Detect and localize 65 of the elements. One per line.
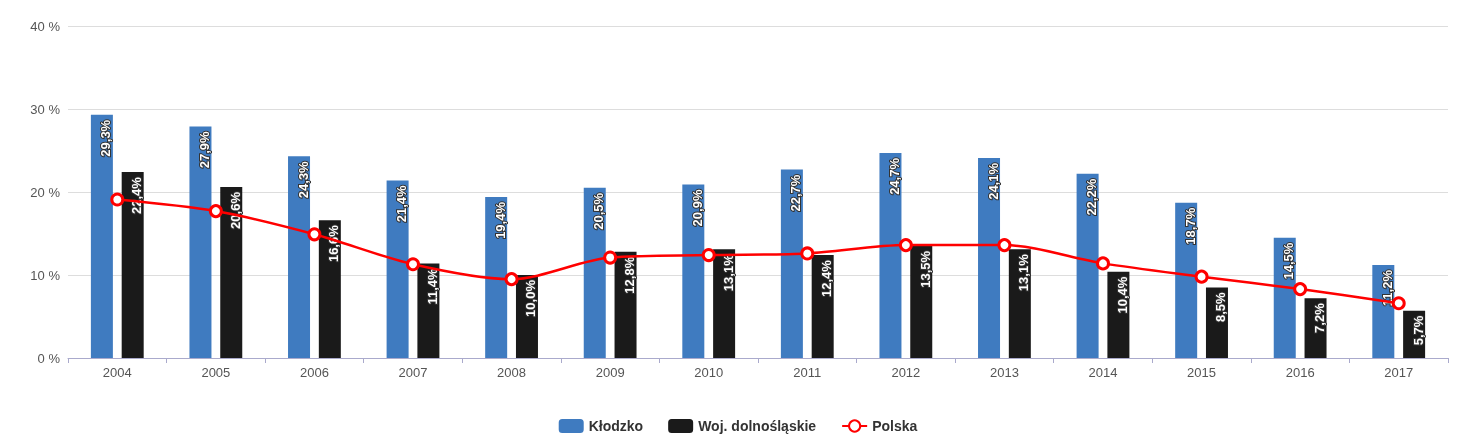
bar [189, 126, 212, 358]
point [997, 238, 1012, 253]
data-label: 27,9% [196, 131, 212, 169]
bar [121, 172, 144, 358]
data-label: 20,5% [591, 192, 607, 230]
x-tick-label: 2008 [497, 365, 527, 380]
data-label: 14,5% [1281, 242, 1297, 280]
bar [879, 152, 902, 358]
data-label: 19,4% [492, 201, 508, 239]
data-label: 11,4% [424, 267, 440, 305]
point [504, 272, 519, 287]
y-tick-label: 40 % [30, 18, 61, 34]
data-label: 22,2% [1084, 178, 1100, 216]
data-label: 24,1% [985, 162, 1001, 200]
bar [978, 157, 1001, 358]
data-label: 21,4% [394, 184, 410, 223]
x-tick-label: 2005 [201, 365, 231, 380]
data-label: 20,9% [689, 189, 705, 227]
data-label: 12,4% [819, 259, 835, 297]
data-label: 8,5% [1213, 292, 1229, 323]
legend-label: Polska [872, 418, 918, 434]
x-tick-label: 2009 [595, 365, 625, 380]
point [898, 238, 913, 253]
data-label: 5,7% [1410, 315, 1426, 346]
point [307, 227, 322, 242]
y-tick-label: 20 % [30, 184, 61, 200]
point [1194, 269, 1209, 284]
point [1096, 256, 1110, 271]
legend-label: Woj. dolnośląskie [698, 418, 817, 434]
point [208, 204, 223, 219]
x-tick-label: 2012 [891, 365, 921, 380]
x-tick-label: 2013 [989, 365, 1019, 380]
data-label: 20,6% [227, 191, 243, 229]
point [1293, 282, 1308, 297]
x-tick-label: 2015 [1187, 365, 1217, 380]
data-label: 18,7% [1182, 207, 1198, 245]
data-label: 29,3% [98, 119, 114, 157]
legend-label: Kłodzko [588, 418, 644, 434]
x-tick-label: 2010 [694, 365, 724, 380]
point [701, 248, 716, 263]
data-label: 24,3% [295, 160, 311, 199]
point [110, 192, 125, 207]
x-tick-label: 2016 [1285, 365, 1315, 380]
x-tick-label: 2007 [398, 365, 428, 380]
x-tick-label: 2004 [102, 365, 132, 380]
data-label: 7,2% [1312, 302, 1328, 333]
x-tick-label: 2006 [299, 365, 329, 380]
y-tick-label: 10 % [30, 267, 61, 283]
data-label: 13,1% [1016, 253, 1032, 292]
data-label: 13,5% [917, 250, 933, 288]
data-label: 22,7% [788, 174, 804, 212]
x-tick-label: 2011 [793, 365, 822, 380]
y-tick-label: 0 % [37, 350, 61, 366]
point [603, 250, 618, 265]
bar [90, 114, 113, 358]
point [406, 257, 420, 272]
bar [288, 156, 311, 358]
data-label: 10,0% [523, 279, 539, 317]
data-label: 12,8% [622, 256, 638, 294]
x-tick-label: 2017 [1384, 365, 1414, 380]
x-tick-label: 2014 [1088, 365, 1118, 380]
data-label: 24,7% [886, 157, 902, 195]
y-tick-label: 30 % [30, 101, 61, 117]
point [800, 246, 815, 261]
data-label: 10,4% [1114, 276, 1130, 314]
